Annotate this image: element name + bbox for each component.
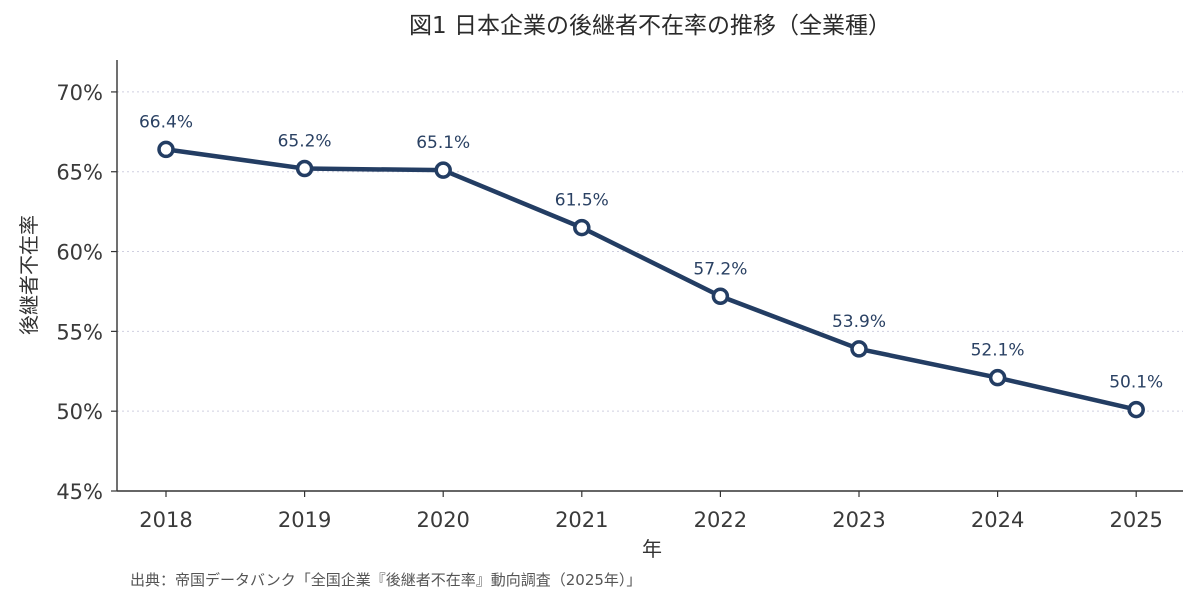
axes — [116, 60, 1183, 492]
series-line — [163, 147, 1139, 412]
data-label: 66.4% — [139, 112, 193, 132]
data-label: 65.2% — [278, 132, 332, 152]
data-point — [988, 368, 1007, 387]
y-tick-label: 65% — [56, 161, 103, 185]
data-labels: 66.4% 65.2% 65.1% 61.5% 57.2% 53.9% 52.1% 50.1% — [139, 112, 1163, 392]
data-point — [850, 340, 868, 358]
y-tick-label: 45% — [56, 480, 103, 504]
x-tick-label: 2024 — [971, 508, 1024, 532]
x-axis-ticks: 2018 2019 2020 2021 2022 2023 2024 2025 — [139, 491, 1163, 532]
data-point — [295, 159, 314, 178]
source-note: 出典：帝国データバンク「全国企業『後継者不在率』動向調査（2025年）」 — [130, 571, 641, 589]
x-tick-label: 2019 — [278, 508, 331, 532]
data-point — [1127, 400, 1145, 419]
x-tick-label: 2023 — [832, 508, 885, 532]
data-label: 61.5% — [555, 191, 609, 211]
y-tick-label: 70% — [56, 81, 103, 105]
y-tick-label: 50% — [56, 400, 103, 424]
data-point — [157, 140, 175, 159]
x-tick-label: 2021 — [555, 508, 608, 532]
x-tick-label: 2025 — [1109, 508, 1162, 532]
chart-title: 図1 日本企業の後継者不在率の推移（全業種） — [409, 13, 891, 39]
x-axis-label: 年 — [642, 537, 662, 561]
y-axis-ticks: 45% 50% 55% 60% 65% 70% — [56, 81, 117, 504]
data-point — [711, 287, 730, 306]
y-tick-label: 60% — [56, 241, 103, 265]
x-tick-label: 2022 — [694, 508, 747, 532]
y-tick-label: 55% — [56, 320, 103, 344]
data-label: 65.1% — [416, 133, 470, 153]
data-label: 52.1% — [971, 341, 1025, 361]
series — [157, 140, 1145, 419]
x-tick-label: 2020 — [416, 508, 469, 532]
y-axis-label: 後継者不在率 — [17, 215, 41, 335]
data-label: 57.2% — [693, 259, 747, 279]
data-label: 53.9% — [832, 312, 886, 332]
data-label: 50.1% — [1109, 373, 1163, 393]
data-point — [434, 161, 452, 179]
x-tick-label: 2018 — [139, 508, 192, 532]
data-point — [573, 218, 591, 237]
